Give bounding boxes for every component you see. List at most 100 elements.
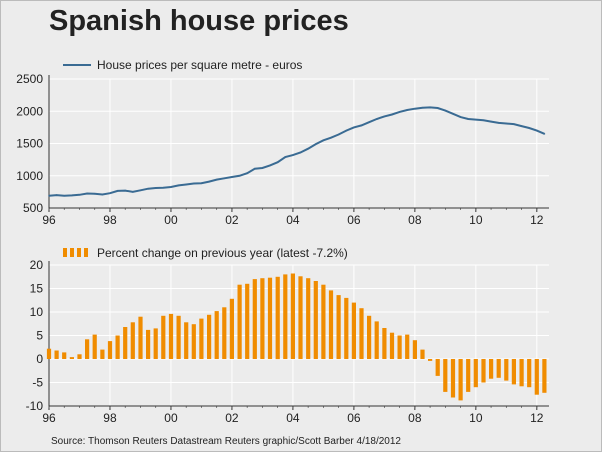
price-point bbox=[497, 122, 500, 124]
price-x-tick-label: 06 bbox=[347, 213, 361, 227]
change-bar bbox=[382, 328, 387, 359]
price-point bbox=[215, 178, 218, 181]
change-bar bbox=[466, 359, 471, 392]
change-bar bbox=[489, 359, 494, 379]
change-bar bbox=[69, 357, 74, 359]
change-panel: -10 -5 0 5 10 15 20 96 98 00 02 04 06 08 10 12 Percent c… bbox=[26, 246, 549, 425]
change-bar bbox=[168, 313, 174, 359]
change-bar bbox=[481, 359, 486, 383]
change-bar bbox=[321, 284, 326, 359]
price-point bbox=[360, 124, 363, 127]
change-y-tick-label: -5 bbox=[32, 376, 43, 390]
change-x-tick-label: 08 bbox=[408, 411, 422, 425]
change-bar bbox=[191, 324, 196, 359]
price-point bbox=[368, 121, 370, 124]
price-point bbox=[406, 109, 409, 111]
change-bar bbox=[229, 298, 234, 359]
change-bar bbox=[199, 318, 204, 359]
price-point bbox=[170, 186, 172, 188]
price-x-tick-label: 00 bbox=[164, 213, 178, 227]
change-bar bbox=[450, 359, 456, 398]
price-series-line bbox=[48, 106, 545, 197]
change-bar bbox=[283, 274, 288, 359]
price-x-tick-label: 96 bbox=[42, 213, 56, 227]
price-point bbox=[185, 183, 187, 186]
change-bar bbox=[275, 276, 280, 360]
price-point bbox=[63, 194, 66, 197]
change-bar bbox=[473, 359, 478, 388]
price-point bbox=[444, 109, 447, 112]
price-point bbox=[223, 177, 226, 180]
price-point bbox=[246, 172, 248, 174]
price-point bbox=[513, 123, 515, 125]
price-point bbox=[238, 174, 241, 177]
price-point bbox=[55, 194, 58, 196]
change-y-tick-label: -10 bbox=[26, 399, 44, 413]
change-bar bbox=[496, 359, 501, 378]
price-point bbox=[421, 106, 424, 109]
change-bar bbox=[237, 284, 242, 359]
change-bar bbox=[435, 359, 440, 376]
change-bar bbox=[92, 334, 97, 359]
change-bar bbox=[176, 315, 181, 359]
price-point bbox=[429, 106, 431, 109]
price-x-tick-label: 10 bbox=[469, 213, 483, 227]
change-bar bbox=[130, 322, 135, 359]
change-bar bbox=[397, 335, 402, 359]
price-point bbox=[162, 186, 165, 189]
change-bar bbox=[542, 359, 547, 393]
change-y-tick-label: 5 bbox=[36, 329, 43, 343]
price-point bbox=[93, 193, 96, 195]
price-point bbox=[86, 192, 88, 195]
change-legend-swatch bbox=[70, 248, 74, 257]
price-point bbox=[528, 127, 530, 129]
price-point bbox=[383, 115, 386, 118]
price-y-tick-label: 1500 bbox=[16, 137, 43, 151]
change-bar bbox=[298, 276, 303, 359]
price-point bbox=[177, 184, 180, 187]
price-point bbox=[414, 107, 416, 110]
change-bar bbox=[62, 352, 67, 359]
change-bar bbox=[107, 341, 113, 359]
price-point bbox=[71, 194, 73, 197]
price-point bbox=[154, 187, 157, 189]
price-y-tick-label: 2500 bbox=[16, 72, 43, 86]
change-bar bbox=[138, 316, 143, 359]
change-bar bbox=[77, 354, 82, 359]
change-bar bbox=[184, 322, 189, 359]
price-point bbox=[139, 189, 142, 192]
price-point bbox=[391, 113, 393, 116]
price-x-tick-label: 02 bbox=[225, 213, 239, 227]
change-bar bbox=[351, 302, 356, 359]
change-bar bbox=[245, 283, 250, 359]
price-point bbox=[520, 125, 523, 127]
source-note: Source: Thomson Reuters Datastream Reute… bbox=[51, 436, 401, 447]
change-bar bbox=[405, 334, 410, 359]
price-point bbox=[475, 118, 477, 121]
change-bar bbox=[519, 359, 524, 387]
change-bar bbox=[443, 359, 448, 392]
price-point bbox=[269, 164, 271, 167]
price-x-tick-label: 08 bbox=[408, 213, 422, 227]
price-point bbox=[536, 129, 538, 132]
change-legend-swatch bbox=[84, 248, 88, 257]
price-point bbox=[490, 120, 492, 123]
change-bar bbox=[115, 335, 120, 359]
price-x-tick-label: 98 bbox=[103, 213, 117, 227]
change-bar bbox=[146, 329, 151, 359]
price-point bbox=[208, 180, 210, 183]
change-bar bbox=[313, 281, 318, 359]
change-bar bbox=[290, 273, 295, 359]
change-bar bbox=[344, 297, 349, 359]
price-point bbox=[124, 189, 127, 192]
change-bar bbox=[389, 332, 395, 359]
change-bar bbox=[504, 359, 509, 381]
price-point bbox=[330, 136, 332, 139]
price-point bbox=[132, 191, 134, 193]
change-y-tick-label: 15 bbox=[30, 282, 44, 296]
price-point bbox=[147, 187, 149, 190]
price-point bbox=[543, 133, 546, 135]
change-x-tick-label: 12 bbox=[530, 411, 544, 425]
